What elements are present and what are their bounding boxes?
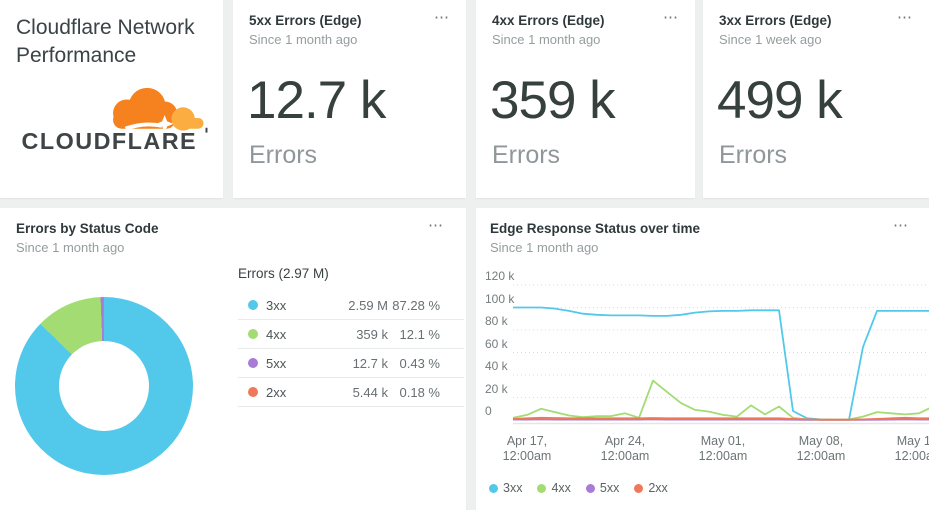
panel-menu-icon[interactable]: ⋯ bbox=[428, 217, 444, 234]
row-percent: 0.18 % bbox=[399, 384, 440, 400]
row-percent: 12.1 % bbox=[399, 326, 440, 342]
row-percent: 87.28 % bbox=[392, 297, 440, 313]
row-value: 5.44 k bbox=[352, 384, 388, 400]
legend-color-dot bbox=[489, 483, 498, 493]
table-row: 3xx 2.59 M 87.28 % bbox=[238, 291, 464, 320]
row-value: 359 k bbox=[356, 326, 388, 342]
stat-card-subtitle: Since 1 month ago bbox=[249, 32, 358, 47]
series-color-dot bbox=[248, 329, 258, 339]
stat-card-title: 3xx Errors (Edge) bbox=[719, 13, 832, 28]
line-chart-svg[interactable] bbox=[513, 280, 929, 430]
table-row: 5xx 12.7 k 0.43 % bbox=[238, 349, 464, 378]
legend-color-dot bbox=[634, 483, 644, 493]
stat-card-3xx: 3xx Errors (Edge) Since 1 week ago ⋯ 499… bbox=[703, 0, 929, 198]
stat-unit: Errors bbox=[249, 141, 318, 169]
series-color-dot bbox=[248, 300, 258, 310]
legend-label: 2xx bbox=[648, 481, 668, 495]
panel-title: Edge Response Status over time bbox=[490, 221, 701, 236]
x-axis-tick: May 15,12:00am bbox=[894, 434, 929, 463]
legend-item-2xx[interactable]: 2xx bbox=[634, 481, 668, 495]
y-axis-tick: 80 k bbox=[485, 314, 508, 328]
table-row: 4xx 359 k 12.1 % bbox=[238, 320, 464, 349]
x-axis-tick: Apr 17, 12:00am bbox=[502, 434, 552, 463]
panel-subtitle: Since 1 month ago bbox=[16, 240, 125, 255]
stat-card-4xx: 4xx Errors (Edge) Since 1 month ago ⋯ 35… bbox=[476, 0, 695, 198]
errors-table-title: Errors (2.97 M) bbox=[238, 266, 329, 281]
legend-color-dot bbox=[585, 483, 595, 493]
errors-table: Errors (2.97 M) 3xx 2.59 M 87.28 % 4xx 3… bbox=[238, 266, 464, 407]
chart-legend: 3xx 4xx 5xx 2xx bbox=[489, 481, 683, 495]
stat-card-5xx: 5xx Errors (Edge) Since 1 month ago ⋯ 12… bbox=[233, 0, 466, 198]
legend-item-4xx[interactable]: 4xx bbox=[537, 481, 571, 495]
series-color-dot bbox=[248, 358, 258, 368]
dashboard-title-card: Cloudflare Network Performance CLOUDFLAR… bbox=[0, 0, 223, 198]
panel-title: Errors by Status Code bbox=[16, 221, 159, 236]
stat-card-title: 5xx Errors (Edge) bbox=[249, 13, 362, 28]
y-axis-tick: 100 k bbox=[485, 292, 515, 306]
stat-unit: Errors bbox=[492, 141, 561, 169]
row-label: 2xx bbox=[266, 384, 287, 400]
stat-card-title: 4xx Errors (Edge) bbox=[492, 13, 605, 28]
edge-response-panel: Edge Response Status over time Since 1 m… bbox=[476, 208, 929, 510]
dashboard-title: Cloudflare Network Performance bbox=[16, 16, 195, 67]
svg-text:CLOUDFLARE: CLOUDFLARE bbox=[22, 128, 198, 154]
x-axis-tick: Apr 24, 12:00am bbox=[600, 434, 650, 463]
stat-value: 12.7 k bbox=[247, 71, 386, 130]
series-color-dot bbox=[248, 387, 258, 397]
y-axis-tick: 60 k bbox=[485, 337, 508, 351]
legend-label: 5xx bbox=[599, 481, 620, 495]
legend-item-3xx[interactable]: 3xx bbox=[489, 481, 522, 495]
stat-value: 359 k bbox=[490, 71, 616, 130]
legend-label: 4xx bbox=[551, 481, 571, 495]
y-axis-tick: 20 k bbox=[485, 382, 508, 396]
panel-menu-icon[interactable]: ⋯ bbox=[893, 217, 909, 234]
legend-item-5xx[interactable]: 5xx bbox=[585, 481, 620, 495]
cloudflare-logo-image: CLOUDFLARE bbox=[22, 87, 208, 154]
row-percent: 0.43 % bbox=[399, 355, 440, 371]
card-menu-icon[interactable]: ⋯ bbox=[897, 9, 913, 26]
errors-by-status-panel: Errors by Status Code Since 1 month ago … bbox=[0, 208, 466, 510]
x-axis-tick: May 08, 12:00am bbox=[796, 434, 846, 463]
y-axis-tick: 40 k bbox=[485, 359, 508, 373]
legend-color-dot bbox=[537, 483, 547, 493]
row-value: 12.7 k bbox=[352, 355, 388, 371]
stat-unit: Errors bbox=[719, 141, 788, 169]
x-axis-tick: May 01, 12:00am bbox=[698, 434, 748, 463]
legend-label: 3xx bbox=[503, 481, 523, 495]
card-menu-icon[interactable]: ⋯ bbox=[663, 9, 679, 26]
y-axis-tick: 120 k bbox=[485, 269, 515, 283]
table-row: 2xx 5.44 k 0.18 % bbox=[238, 378, 464, 407]
stat-card-subtitle: Since 1 week ago bbox=[719, 32, 822, 47]
y-axis-tick: 0 bbox=[485, 404, 492, 418]
cloudflare-logo: CLOUDFLARE bbox=[16, 82, 214, 155]
row-value: 2.59 M bbox=[348, 297, 388, 313]
stat-value: 499 k bbox=[717, 71, 843, 130]
row-label: 5xx bbox=[266, 355, 287, 371]
donut-chart-hole bbox=[59, 341, 149, 431]
stat-card-subtitle: Since 1 month ago bbox=[492, 32, 601, 47]
panel-subtitle: Since 1 month ago bbox=[490, 240, 599, 255]
row-label: 3xx bbox=[266, 297, 287, 313]
card-menu-icon[interactable]: ⋯ bbox=[434, 9, 450, 26]
row-label: 4xx bbox=[266, 326, 287, 342]
